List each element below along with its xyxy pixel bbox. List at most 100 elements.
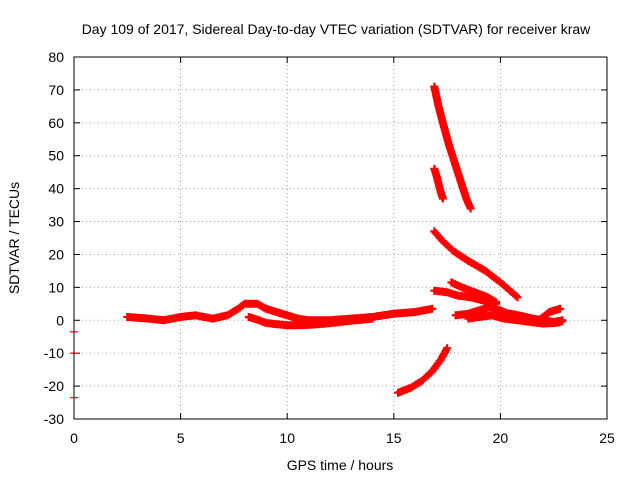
x-tick-label: 10 [279,430,295,446]
x-tick-label: 25 [599,430,615,446]
data-point [256,318,259,321]
data-track [394,344,452,397]
plot-frame [73,56,608,420]
data-track [244,313,377,330]
data-track [492,304,565,325]
data-point [248,316,250,318]
data-point [478,316,480,318]
data-points [70,82,567,399]
y-tick-label: 80 [48,49,64,65]
data-point [256,303,259,305]
data-point [516,319,519,322]
data-point [465,197,468,200]
data-point [442,122,444,124]
data-point [452,250,455,252]
data-point [484,270,487,272]
x-tick-label: 20 [493,430,509,446]
data-point [410,386,412,389]
data-point [482,299,485,302]
data-point [420,380,423,382]
data-point [211,317,214,320]
x-tick-label: 0 [70,430,78,446]
data-point [299,324,301,327]
data-point [446,291,448,294]
data-point [478,309,480,312]
data-point [559,307,561,310]
data-point [467,312,470,315]
y-tick-label: 20 [48,246,64,262]
data-point [433,289,436,292]
tick-labels: 0 5 10 15 20 25 -30 -20 -10 0 10 20 30 40 50 60 70 80 [44,49,615,446]
data-point [437,105,440,108]
data-point [126,316,129,318]
y-axis-label: SDTVAR / TECUs [6,182,22,294]
data-point [488,306,491,308]
data-point [503,317,506,320]
y-tick-label: 0 [56,312,64,328]
data-point [467,317,470,320]
data-point [435,174,438,177]
data-point [179,316,182,318]
data-point [226,314,229,317]
data-point [469,207,472,210]
data-point [194,314,197,317]
data-point [439,191,442,193]
data-point [431,307,433,310]
data-point [433,168,436,170]
data-point [555,322,557,324]
y-tick-label: -30 [44,411,64,427]
data-point [442,197,444,200]
data-point [237,307,239,310]
x-tick-label: 15 [386,430,402,446]
chart-title: Day 109 of 2017, Sidereal Day-to-day VTE… [82,21,591,37]
data-point [437,182,440,185]
data-point [454,164,457,167]
data-point [371,317,374,320]
data-point [243,303,246,305]
data-point [542,322,544,325]
data-point [461,184,463,187]
data-point [469,296,472,299]
y-tick-label: 50 [48,148,64,164]
data-point [446,347,448,350]
data-point [501,283,504,285]
data-point [495,301,497,303]
y-tick-label: 10 [48,279,64,295]
data-point [474,291,476,294]
x-axis-label: GPS time / hours [287,457,394,473]
data-point [275,311,278,313]
y-tick-label: -10 [44,345,64,361]
x-tick-label: 5 [177,430,185,446]
data-point [162,319,165,322]
data-point [495,311,497,313]
data-point [491,314,493,317]
data-point [286,324,289,327]
y-tick-label: 40 [48,181,64,197]
data-point [414,311,416,313]
data-point [431,370,433,373]
data-point [450,281,453,284]
data-point [339,321,342,323]
data-point [393,312,395,315]
data-track [430,82,475,213]
data-point [433,230,436,233]
data-point [397,391,399,394]
data-point [537,319,540,322]
y-tick-label: 70 [48,82,64,98]
data-point [311,323,314,326]
data-point [486,296,489,299]
data-point [454,314,457,317]
data-point [324,322,327,325]
data-point [548,311,551,313]
data-point [516,296,519,299]
data-point [525,316,527,318]
data-point [275,323,278,326]
data-point [467,260,470,262]
data-point [510,312,512,315]
data-point [433,85,436,88]
data-point [265,307,267,310]
data-point [147,317,150,320]
data-point [439,358,442,361]
